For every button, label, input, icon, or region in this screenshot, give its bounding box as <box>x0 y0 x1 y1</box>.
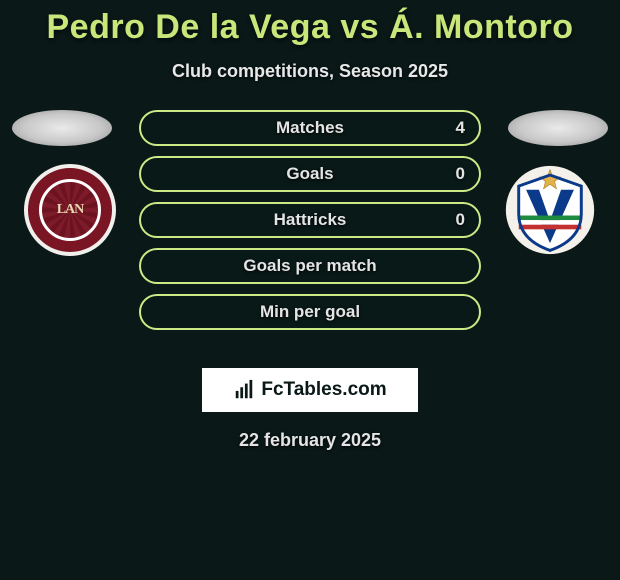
club-crest-left: LAN <box>24 164 116 256</box>
stat-row-min-per-goal: Min per goal <box>139 294 481 330</box>
stat-value: 4 <box>456 118 465 138</box>
stat-label: Matches <box>276 118 344 138</box>
bar-chart-icon <box>233 379 255 401</box>
stat-row-goals-per-match: Goals per match <box>139 248 481 284</box>
stat-row-hattricks: Hattricks 0 <box>139 202 481 238</box>
shield-icon <box>504 164 596 256</box>
source-logo-text: FcTables.com <box>261 379 386 401</box>
stat-label: Min per goal <box>260 302 360 322</box>
club-crest-right <box>504 164 596 256</box>
stat-label: Goals per match <box>243 256 376 276</box>
player-avatar-right <box>508 110 608 146</box>
comparison-area: LAN Matches 4 Goals 0 Hattricks 0 Goals … <box>0 110 620 350</box>
stat-value: 0 <box>456 210 465 230</box>
source-logo: FcTables.com <box>202 368 418 412</box>
stats-column: Matches 4 Goals 0 Hattricks 0 Goals per … <box>139 110 481 330</box>
stat-row-matches: Matches 4 <box>139 110 481 146</box>
stat-label: Hattricks <box>274 210 347 230</box>
date: 22 february 2025 <box>0 430 620 451</box>
stat-label: Goals <box>286 164 333 184</box>
stat-row-goals: Goals 0 <box>139 156 481 192</box>
crest-left-monogram: LAN <box>57 202 84 218</box>
stat-value: 0 <box>456 164 465 184</box>
player-avatar-left <box>12 110 112 146</box>
subtitle: Club competitions, Season 2025 <box>0 61 620 82</box>
page-title: Pedro De la Vega vs Á. Montoro <box>0 0 620 47</box>
